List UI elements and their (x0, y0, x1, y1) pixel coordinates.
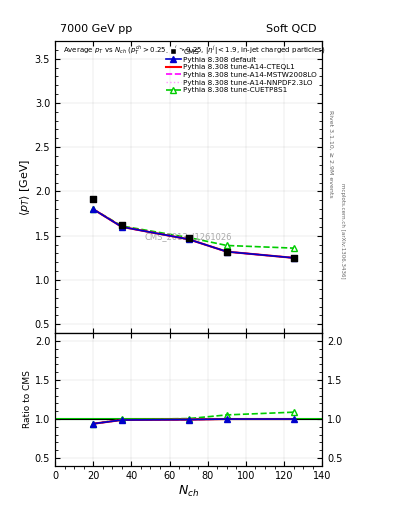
Point (119, 221, 125, 229)
Point (290, 254, 297, 262)
Text: Rivet 3.1.10, ≥ 2.9M events: Rivet 3.1.10, ≥ 2.9M events (328, 110, 333, 198)
X-axis label: $N_{ch}$: $N_{ch}$ (178, 483, 199, 499)
Text: CMS_2013_I1261026: CMS_2013_I1261026 (145, 232, 232, 241)
Text: mcplots.cern.ch [arXiv:1306.3436]: mcplots.cern.ch [arXiv:1306.3436] (340, 183, 345, 278)
Y-axis label: $\langle p_T \rangle$ [GeV]: $\langle p_T \rangle$ [GeV] (18, 158, 32, 216)
Point (185, 234, 192, 243)
Point (90, 196, 96, 204)
Point (224, 248, 230, 256)
Legend: CMS, Pythia 8.308 default, Pythia 8.308 tune-A14-CTEQL1, Pythia 8.308 tune-A14-M: CMS, Pythia 8.308 default, Pythia 8.308 … (165, 48, 319, 95)
Text: Average $p_T$ vs $N_{ch}$ ($p_T^{ch}>$0.25, $p_T^j>$0.25, $|\eta^j|<$1.9, in-jet: Average $p_T$ vs $N_{ch}$ ($p_T^{ch}>$0.… (63, 44, 326, 57)
Y-axis label: Ratio to CMS: Ratio to CMS (23, 371, 32, 429)
Text: Soft QCD: Soft QCD (266, 24, 317, 34)
Text: 7000 GeV pp: 7000 GeV pp (61, 24, 132, 34)
